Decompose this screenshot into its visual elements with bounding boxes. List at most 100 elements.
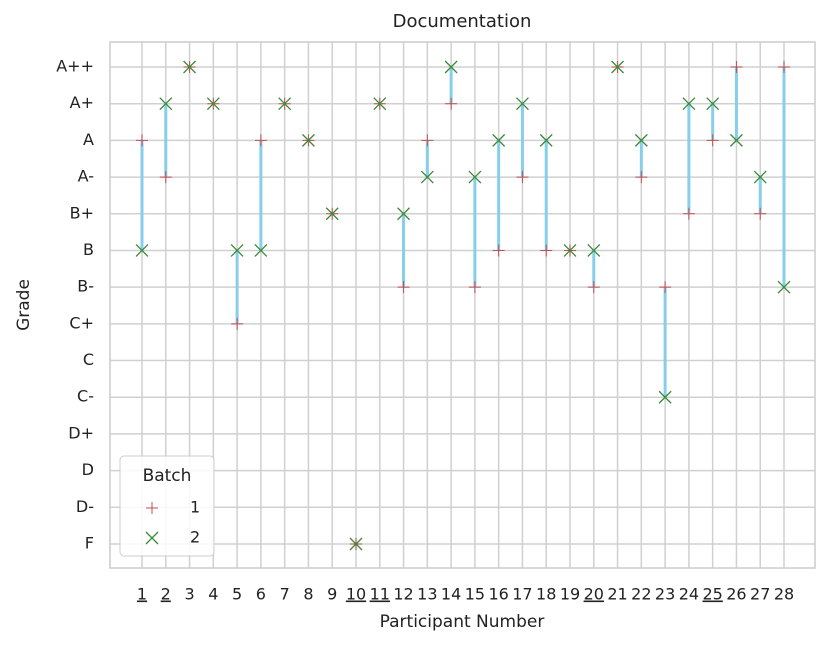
y-tick-label: F xyxy=(85,534,94,553)
y-tick-label: B xyxy=(83,240,94,259)
marker-batch-2 xyxy=(206,97,220,111)
x-tick-label: 2 xyxy=(161,585,171,604)
marker-batch-1 xyxy=(492,244,505,257)
legend-label: 2 xyxy=(190,528,200,547)
marker-batch-2 xyxy=(278,97,292,111)
legend-marker xyxy=(145,531,159,545)
y-axis-label: Grade xyxy=(14,279,34,331)
x-tick-label: 22 xyxy=(631,585,651,604)
marker-batch-2 xyxy=(254,244,268,257)
y-tick-label: D+ xyxy=(68,423,94,442)
x-tick-label: 26 xyxy=(726,585,746,604)
marker-batch-2 xyxy=(420,170,434,184)
x-tick-label: 13 xyxy=(417,585,437,604)
x-tick-label: 4 xyxy=(208,585,218,604)
marker-batch-1 xyxy=(397,281,410,294)
marker-batch-2 xyxy=(777,280,791,294)
marker-batch-1 xyxy=(659,281,672,294)
y-tick-label: B- xyxy=(77,277,94,296)
marker-batch-2 xyxy=(468,170,482,184)
y-tick-label: A- xyxy=(78,167,94,186)
y-tick-label: D- xyxy=(76,497,94,516)
y-tick-label: A+ xyxy=(70,93,94,112)
x-tick-label: 6 xyxy=(256,585,266,604)
x-tick-label: 28 xyxy=(774,585,794,604)
marker-batch-1 xyxy=(778,61,790,73)
marker-batch-1 xyxy=(421,134,434,147)
marker-batch-1 xyxy=(254,134,267,147)
x-tick-label: 15 xyxy=(465,585,485,604)
marker-batch-2 xyxy=(135,244,149,257)
marker-batch-2 xyxy=(658,390,672,404)
marker-batch-1 xyxy=(136,134,148,147)
legend-box xyxy=(119,455,215,557)
x-tick-label: 23 xyxy=(655,585,675,604)
marker-batch-2 xyxy=(729,133,743,147)
marker-batch-2 xyxy=(515,97,529,111)
x-tick-label: 18 xyxy=(536,585,556,604)
x-tick-label: 17 xyxy=(512,585,532,604)
marker-batch-1 xyxy=(159,171,172,184)
marker-batch-1 xyxy=(706,134,719,147)
y-tick-label: D xyxy=(82,460,94,479)
x-tick-label: 5 xyxy=(232,585,242,604)
marker-batch-1 xyxy=(445,97,458,110)
y-tick-label: C xyxy=(83,350,94,369)
x-tick-label: 16 xyxy=(488,585,508,604)
marker-batch-2 xyxy=(301,133,315,147)
marker-batch-2 xyxy=(634,133,648,147)
y-tick-label: C+ xyxy=(69,313,94,332)
marker-batch-2 xyxy=(230,244,244,257)
y-tick-label: A xyxy=(83,130,94,149)
y-tick-label: C- xyxy=(77,387,94,406)
legend-label: 1 xyxy=(190,498,200,517)
x-tick-label: 19 xyxy=(560,585,580,604)
marker-batch-2 xyxy=(444,60,458,74)
legend-marker xyxy=(146,502,158,514)
x-tick-label: 1 xyxy=(137,585,147,604)
marker-batch-2 xyxy=(183,60,197,74)
x-tick-label: 25 xyxy=(702,585,722,604)
marker-batch-1 xyxy=(754,207,767,220)
chart-title: Documentation xyxy=(393,11,532,32)
x-tick-label: 7 xyxy=(280,585,290,604)
x-tick-label: 10 xyxy=(346,585,366,604)
marker-batch-2 xyxy=(397,207,411,221)
x-tick-label: 24 xyxy=(679,585,699,604)
marker-batch-2 xyxy=(682,97,696,111)
marker-batch-2 xyxy=(159,97,173,111)
marker-batch-2 xyxy=(611,60,625,74)
marker-batch-1 xyxy=(635,171,648,184)
x-tick-label: 20 xyxy=(584,585,604,604)
x-tick-label: 21 xyxy=(607,585,627,604)
marker-batch-2 xyxy=(325,207,339,221)
marker-batch-2 xyxy=(587,244,601,257)
marker-batch-2 xyxy=(706,97,720,111)
y-tick-label: B+ xyxy=(70,203,94,222)
marker-batch-1 xyxy=(587,281,600,294)
x-axis-label: Participant Number xyxy=(380,612,545,632)
marker-batch-2 xyxy=(753,170,767,184)
marker-batch-1 xyxy=(231,317,244,330)
legend-title: Batch xyxy=(143,466,192,486)
plot-border xyxy=(109,41,816,569)
x-tick-label: 8 xyxy=(303,585,313,604)
marker-batch-1 xyxy=(682,207,695,220)
x-tick-label: 11 xyxy=(370,585,390,604)
marker-batch-2 xyxy=(349,537,363,551)
x-tick-label: 9 xyxy=(327,585,337,604)
x-tick-label: 3 xyxy=(184,585,194,604)
marker-batch-1 xyxy=(516,171,529,184)
x-tick-label: 12 xyxy=(393,585,413,604)
marker-batch-2 xyxy=(563,244,577,257)
marker-batch-2 xyxy=(373,97,387,111)
marker-batch-1 xyxy=(540,244,553,257)
y-tick-label: A++ xyxy=(56,57,94,76)
marker-batch-2 xyxy=(539,133,553,147)
marker-batch-1 xyxy=(730,61,743,73)
x-tick-label: 27 xyxy=(750,585,770,604)
x-tick-label: 14 xyxy=(441,585,461,604)
marker-batch-1 xyxy=(468,281,481,294)
marker-batch-2 xyxy=(492,133,506,147)
